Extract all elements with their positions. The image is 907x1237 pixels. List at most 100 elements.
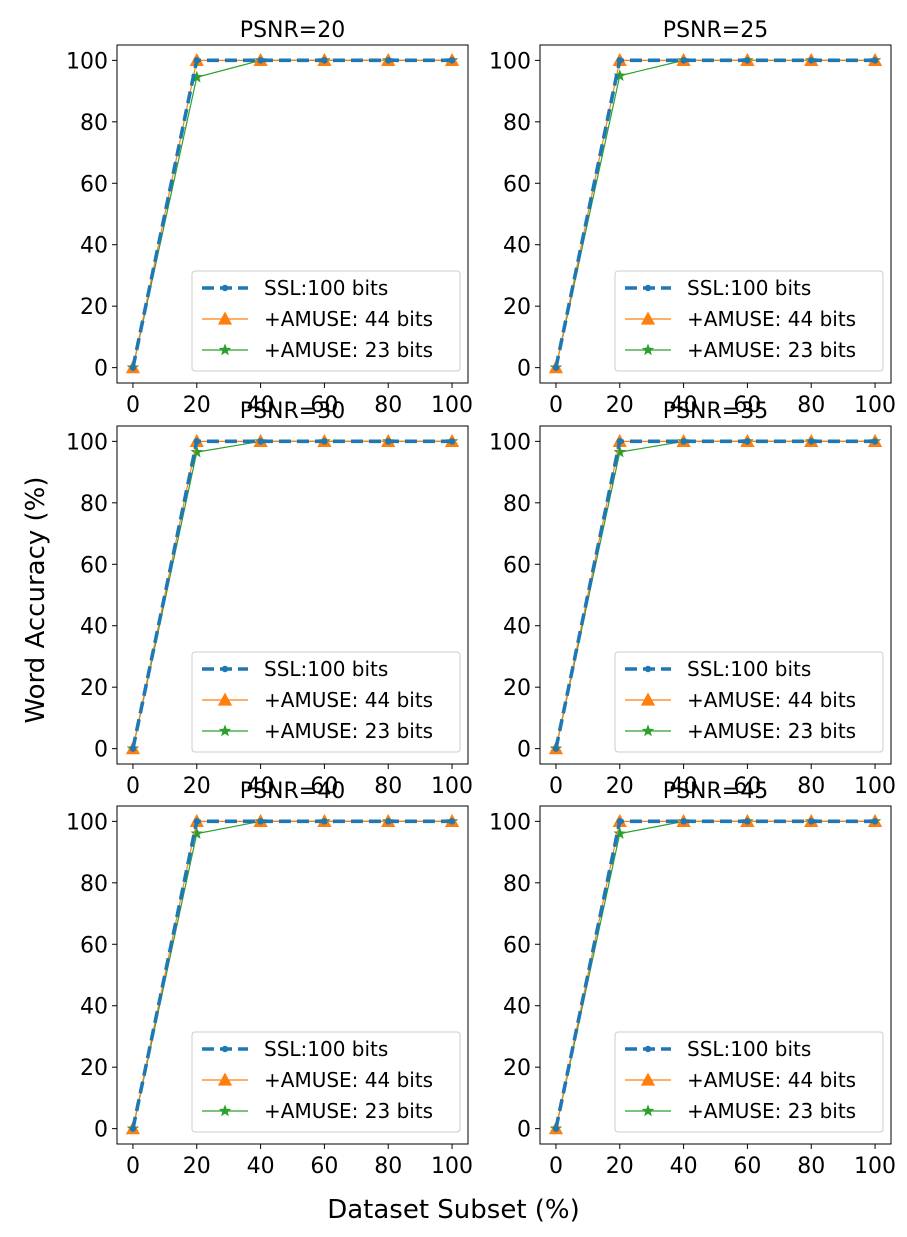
y-tick-label: 0 <box>94 1118 108 1143</box>
plot-frame <box>539 805 892 1145</box>
x-tick-label: 60 <box>310 393 338 418</box>
data-point <box>193 438 200 445</box>
plot-frame <box>116 425 469 765</box>
series-line <box>554 819 876 1130</box>
legend-label: SSL:100 bits <box>264 657 388 681</box>
legend-marker <box>641 343 655 356</box>
data-point <box>448 57 456 64</box>
legend-marker <box>640 1072 656 1086</box>
data-point <box>552 745 560 752</box>
y-tick-label: 40 <box>80 995 108 1020</box>
x-tick-label: 80 <box>374 393 402 418</box>
data-point <box>193 57 200 64</box>
data-point <box>385 57 392 64</box>
data-point <box>616 57 623 64</box>
y-tick-label: 80 <box>503 111 531 136</box>
data-point <box>552 1125 560 1132</box>
legend-label: +AMUSE: 44 bits <box>687 307 856 331</box>
x-tick-label: 40 <box>247 393 275 418</box>
figure-y-axis-label: Word Accuracy (%) <box>21 476 51 724</box>
data-point <box>871 57 879 64</box>
legend-label: SSL:100 bits <box>264 1037 388 1061</box>
chart-panel: 0 20 40 60 80 100 0 20 40 60 80 100 PSNR=30 SSL:100 b… <box>66 399 473 799</box>
legend-box <box>191 651 461 753</box>
data-point <box>680 438 687 445</box>
y-tick-label: 40 <box>503 615 531 640</box>
chart-panel: 0 20 40 60 80 100 0 20 40 60 80 100 PSNR=20 SSL:100 b… <box>66 18 473 418</box>
legend-marker <box>217 692 233 706</box>
x-tick-label: 80 <box>374 774 402 799</box>
data-point <box>616 818 623 825</box>
x-tick-label: 0 <box>549 393 563 418</box>
chart-panel: 0 20 40 60 80 100 0 20 40 60 80 100 PSNR=35 SSL:100 b… <box>489 399 896 799</box>
legend-marker <box>641 724 655 737</box>
x-tick-label: 40 <box>670 1154 698 1179</box>
x-tick-label: 0 <box>126 1154 140 1179</box>
y-tick-label: 80 <box>80 111 108 136</box>
y-tick-label: 20 <box>503 295 531 320</box>
x-tick-label: 100 <box>854 1154 896 1179</box>
legend-marker <box>640 311 656 325</box>
y-tick-label: 40 <box>80 615 108 640</box>
data-point <box>321 438 328 445</box>
legend-marker <box>640 692 656 706</box>
x-tick-label: 100 <box>854 393 896 418</box>
x-tick-label: 0 <box>126 393 140 418</box>
data-point <box>613 827 626 839</box>
x-tick-label: 20 <box>183 774 211 799</box>
legend-label: +AMUSE: 44 bits <box>264 688 433 712</box>
data-point <box>257 438 264 445</box>
data-point <box>129 364 137 371</box>
data-point <box>321 818 328 825</box>
legend: SSL:100 bits +AMUSE: 44 bits +AMUSE: 23 bi… <box>191 270 461 372</box>
legend-marker <box>641 1104 655 1117</box>
legend-marker <box>644 665 652 673</box>
x-tick-label: 20 <box>606 1154 634 1179</box>
x-tick-label: 40 <box>670 393 698 418</box>
chart-title: PSNR=35 <box>663 399 768 424</box>
y-tick-label: 40 <box>503 995 531 1020</box>
y-tick-label: 100 <box>489 810 531 835</box>
chart-panel: 0 20 40 60 80 100 0 20 40 60 80 100 PSNR=25 SSL:100 b… <box>489 18 896 418</box>
chart-title: PSNR=20 <box>240 18 345 43</box>
legend-label: +AMUSE: 23 bits <box>264 338 433 362</box>
y-tick-label: 20 <box>503 1056 531 1081</box>
chart-panel: 0 20 40 60 80 100 0 20 40 60 80 100 PSNR=45 SSL:100 b… <box>489 779 896 1179</box>
data-point <box>744 57 751 64</box>
legend-label: +AMUSE: 23 bits <box>687 338 856 362</box>
legend-label: +AMUSE: 23 bits <box>264 1099 433 1123</box>
legend-label: SSL:100 bits <box>687 657 811 681</box>
chart-panel: 0 20 40 60 80 100 0 20 40 60 80 100 PSNR=40 SSL:100 b… <box>66 779 473 1179</box>
data-point <box>257 57 264 64</box>
figure-x-axis-label: Dataset Subset (%) <box>327 1195 580 1225</box>
x-tick-label: 40 <box>247 1154 275 1179</box>
legend-marker <box>221 284 229 292</box>
data-point <box>808 57 815 64</box>
data-point <box>190 827 203 839</box>
legend-label: +AMUSE: 44 bits <box>687 688 856 712</box>
legend-box <box>191 1031 461 1133</box>
legend-box <box>614 1031 884 1133</box>
data-point <box>871 818 879 825</box>
y-tick-label: 40 <box>80 234 108 259</box>
y-tick-label: 60 <box>80 933 108 958</box>
chart-title: PSNR=25 <box>663 18 768 43</box>
legend-label: +AMUSE: 23 bits <box>264 719 433 743</box>
x-tick-label: 100 <box>431 774 473 799</box>
legend-label: +AMUSE: 23 bits <box>687 719 856 743</box>
series-line <box>554 58 876 369</box>
legend: SSL:100 bits +AMUSE: 44 bits +AMUSE: 23 bi… <box>614 1031 884 1133</box>
legend-marker <box>217 1072 233 1086</box>
data-point <box>552 364 560 371</box>
x-tick-label: 60 <box>733 774 761 799</box>
x-tick-label: 80 <box>797 393 825 418</box>
data-point <box>385 438 392 445</box>
y-tick-label: 80 <box>503 492 531 517</box>
data-point <box>193 818 200 825</box>
data-point <box>190 70 203 83</box>
plot-frame <box>539 425 892 765</box>
y-tick-label: 0 <box>517 357 531 382</box>
data-point <box>744 438 751 445</box>
y-tick-label: 0 <box>94 738 108 763</box>
y-tick-label: 20 <box>503 676 531 701</box>
